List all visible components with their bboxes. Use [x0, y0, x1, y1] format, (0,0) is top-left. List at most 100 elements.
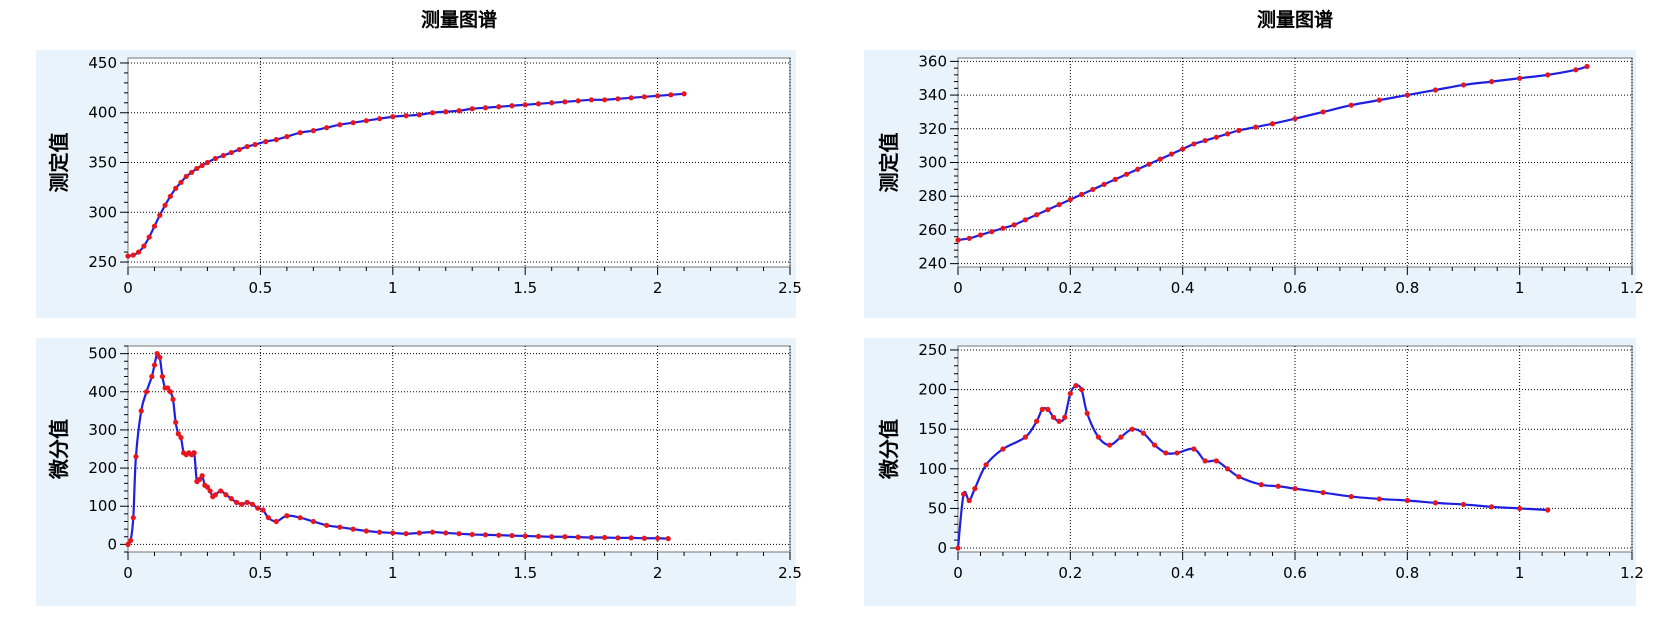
y-tick-label: 300	[88, 421, 117, 439]
data-point	[1056, 418, 1062, 424]
data-point	[125, 253, 131, 259]
data-point	[143, 389, 150, 395]
data-point	[562, 99, 568, 105]
data-point	[1174, 450, 1180, 456]
data-point	[416, 530, 422, 536]
data-point	[403, 531, 409, 537]
chart-bl: 0 0.5 1 1.5 2 2.5 0 100 200 300 400 500 微分值	[36, 338, 802, 606]
data-point	[1376, 97, 1382, 103]
x-tick-label: 0	[953, 279, 963, 297]
data-point	[983, 462, 989, 468]
data-point	[1584, 63, 1590, 70]
data-point	[1146, 161, 1152, 167]
data-point	[376, 116, 383, 122]
y-tick-label: 280	[918, 187, 947, 205]
data-point	[1045, 406, 1051, 412]
data-point	[1545, 507, 1551, 513]
data-point	[1078, 191, 1085, 198]
data-point	[443, 530, 449, 536]
data-point	[173, 185, 179, 191]
x-tick-label: 0.2	[1058, 279, 1082, 297]
data-point	[228, 495, 234, 502]
data-point	[141, 243, 147, 249]
data-point	[199, 162, 205, 169]
data-point	[1292, 486, 1298, 492]
data-point	[1191, 446, 1197, 452]
data-point	[1292, 116, 1298, 122]
x-tick-label: 2	[653, 564, 663, 582]
chart-br: 0 0.2 0.4 0.6 0.8 1 1.2 0 50 100 150 200 250 微分值	[864, 338, 1644, 606]
data-point	[1545, 72, 1551, 78]
data-point	[1236, 127, 1242, 134]
data-point	[1067, 196, 1073, 203]
data-point	[989, 229, 995, 235]
data-point	[138, 408, 144, 414]
data-point	[641, 535, 647, 541]
data-point	[1404, 497, 1410, 504]
data-point	[482, 532, 489, 538]
data-point	[655, 535, 661, 541]
data-point	[429, 110, 436, 116]
data-point	[615, 535, 621, 541]
data-point	[1225, 466, 1231, 472]
data-point	[165, 385, 171, 391]
data-point	[641, 94, 647, 100]
data-point	[1000, 446, 1006, 452]
data-point	[966, 235, 972, 241]
data-point	[1084, 410, 1090, 416]
data-point	[1320, 109, 1326, 115]
data-point	[1376, 496, 1382, 502]
data-point	[170, 396, 176, 403]
y-tick-label: 240	[918, 255, 947, 273]
data-point	[1253, 124, 1259, 130]
data-point	[1107, 442, 1113, 448]
data-point	[1348, 102, 1354, 108]
data-point	[1348, 493, 1354, 500]
data-point	[1236, 474, 1242, 480]
data-point	[297, 515, 303, 521]
data-point	[130, 252, 136, 258]
y-tick-label: 500	[88, 345, 117, 363]
data-point	[1404, 92, 1410, 98]
data-point	[167, 389, 173, 395]
data-point	[977, 232, 984, 238]
data-point	[482, 105, 489, 111]
y-tick-label: 200	[918, 381, 947, 399]
y-axis-label: 微分值	[47, 419, 71, 480]
data-point	[429, 529, 436, 535]
data-point	[955, 545, 961, 551]
data-point	[1135, 166, 1141, 172]
data-point	[1062, 414, 1068, 420]
data-point	[628, 535, 634, 541]
data-point	[1275, 483, 1281, 489]
data-point	[1517, 75, 1523, 81]
data-point	[1056, 202, 1062, 208]
data-point	[162, 202, 168, 208]
y-tick-label: 250	[918, 341, 947, 359]
data-point	[1140, 430, 1146, 436]
data-point	[149, 373, 155, 380]
y-tick-label: 450	[88, 54, 117, 72]
series-line	[957, 65, 1588, 242]
chart-title: 测量图谱	[421, 8, 497, 31]
data-point	[522, 533, 528, 539]
data-point	[188, 169, 195, 176]
x-tick-label: 1	[1515, 279, 1525, 297]
data-point	[212, 492, 218, 498]
data-point	[324, 522, 330, 528]
data-point	[260, 507, 266, 513]
data-point	[1101, 181, 1107, 188]
data-point	[1000, 225, 1006, 231]
data-point	[350, 526, 356, 532]
data-point	[668, 92, 674, 98]
x-tick-label: 0.2	[1058, 564, 1082, 582]
x-tick-label: 1	[388, 564, 398, 582]
data-point	[1180, 146, 1186, 152]
data-point	[403, 113, 409, 119]
y-tick-label: 0	[937, 539, 947, 557]
data-point	[284, 513, 290, 519]
data-point	[655, 93, 661, 99]
data-point	[562, 534, 568, 540]
data-point	[154, 351, 160, 357]
data-point	[1095, 434, 1102, 440]
